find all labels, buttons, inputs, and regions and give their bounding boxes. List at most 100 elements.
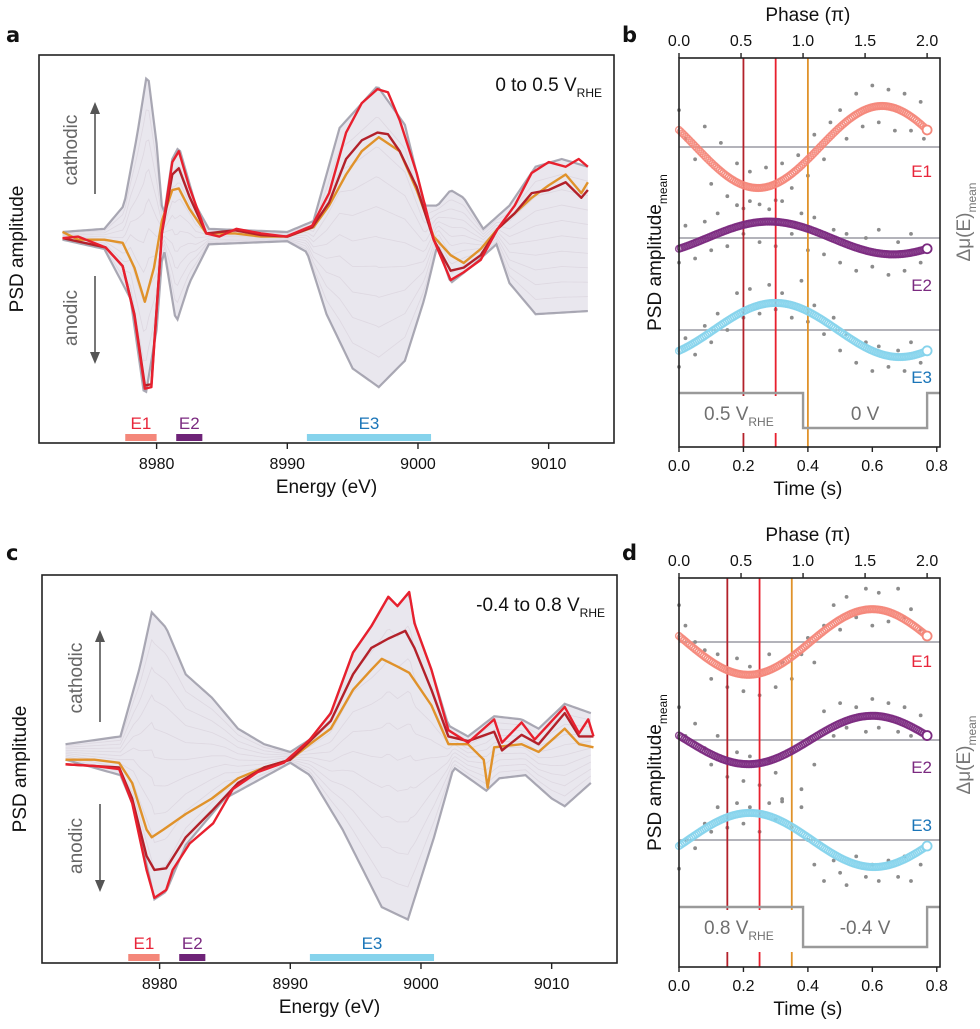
x-axis-label: Time (s)	[773, 999, 842, 1020]
cathodic-label: cathodic	[66, 643, 87, 714]
scatter-point-E3	[725, 328, 730, 332]
scatter-point-E1	[735, 161, 739, 166]
scatter-point-E3	[683, 336, 688, 341]
envelope-curve	[65, 625, 591, 754]
voltage-range-annotation: 0 to 0.5 VRHE	[495, 75, 602, 100]
scatter-point-E1	[896, 586, 901, 591]
series-label-E2: E2	[911, 276, 932, 295]
scatter-point-E1	[909, 607, 913, 612]
scatter-point-E1	[921, 136, 926, 141]
scatter-point-E1	[780, 161, 785, 166]
scatter-point-E2	[693, 256, 698, 261]
scatter-point-E3	[854, 854, 859, 859]
scatter-point-E3	[863, 875, 868, 879]
scatter-point-E2	[831, 734, 836, 738]
scatter-point-E3	[838, 870, 843, 875]
x-axis-label: Energy (eV)	[279, 997, 380, 1018]
scatter-point-E3	[854, 360, 859, 365]
y2-axis-label-subscript: mean	[965, 716, 979, 746]
scatter-point-E3	[799, 805, 804, 810]
scatter-point-E3	[902, 369, 907, 373]
low-potential-label: -0.4 V	[840, 918, 891, 939]
x-tick-label: 8980	[142, 976, 178, 993]
scatter-point-E2	[773, 770, 778, 775]
scatter-point-E1	[693, 157, 698, 162]
scatter-point-E3	[747, 287, 752, 291]
fit-end-marker	[921, 630, 933, 642]
scatter-point-E3	[896, 875, 901, 879]
scatter-point-E2	[735, 203, 739, 208]
envelope-curve	[62, 238, 588, 362]
scatter-point-E2	[854, 268, 859, 273]
scatter-point-E2	[896, 729, 901, 734]
envelope-curve	[65, 752, 592, 792]
y-axis-label-subscript: mean	[656, 174, 670, 204]
scatter-point-E1	[735, 656, 739, 661]
trace-red	[62, 87, 589, 390]
fit-end-marker	[921, 730, 933, 741]
y2-axis-label-main: Δμ(E)	[954, 213, 975, 262]
voltage-range-annotation-main: -0.4 to 0.8 V	[476, 595, 580, 616]
scatter-point-E1	[838, 108, 843, 112]
scatter-point-E2	[863, 729, 868, 734]
y2-axis-label-subscript: mean	[965, 183, 979, 213]
x-tick-label: 0.4	[797, 978, 819, 995]
scatter-point-E3	[812, 862, 817, 867]
scatter-point-E2	[715, 211, 720, 216]
series-label-E2: E2	[911, 758, 932, 777]
x-tick-label: 0.2	[732, 978, 754, 995]
scatter-point-E1	[844, 595, 849, 599]
energy-region-bar-E3	[306, 434, 432, 441]
scatter-point-E1	[702, 124, 707, 129]
scatter-point-E2	[886, 273, 891, 277]
scatter-point-E1	[718, 141, 723, 145]
scatter-point-E1	[902, 91, 907, 96]
scatter-point-E3	[876, 344, 881, 349]
scatter-point-E1	[831, 603, 836, 607]
arrow-down-icon	[90, 352, 100, 364]
scatter-point-E2	[747, 199, 752, 204]
scatter-point-E1	[693, 640, 698, 644]
scatter-point-E1	[789, 186, 794, 190]
series-label-E3: E3	[911, 816, 932, 835]
label-mask	[681, 910, 800, 952]
scatter-point-E3	[757, 311, 762, 316]
phase-tick-label: 2.0	[916, 33, 938, 50]
envelope-curve	[62, 198, 588, 243]
scatter-point-E1	[838, 627, 843, 632]
scatter-point-E1	[764, 165, 768, 170]
scatter-point-E2	[702, 219, 707, 224]
scatter-point-E1	[909, 128, 913, 133]
energy-region-label-E2: E2	[179, 414, 200, 433]
x-tick-label: 0.0	[668, 978, 690, 995]
energy-region-bar-E1	[125, 434, 157, 441]
panel-label-c: c	[6, 541, 18, 565]
phase-tick-label: 0.0	[668, 553, 690, 570]
scatter-point-E2	[831, 227, 836, 232]
scatter-point-E1	[709, 182, 714, 186]
scatter-point-E1	[844, 136, 849, 141]
scatter-point-E2	[870, 697, 875, 701]
scatter-point-E3	[838, 348, 843, 353]
scatter-point-E3	[715, 311, 720, 316]
envelope-curve	[62, 237, 588, 333]
scatter-point-E2	[789, 232, 794, 236]
envelope-fill	[65, 593, 591, 920]
scatter-point-E3	[799, 278, 804, 283]
x-tick-label: 0.0	[668, 458, 690, 475]
x-tick-label: 0.2	[732, 458, 754, 475]
phase-tick-label: 1.5	[854, 553, 876, 570]
fit-curve-E2	[674, 217, 933, 259]
scatter-point-E2	[838, 701, 843, 705]
scatter-point-E2	[844, 725, 849, 730]
scatter-point-E3	[767, 801, 772, 805]
scatter-point-E3	[702, 324, 707, 328]
scatter-point-E2	[863, 236, 868, 240]
scatter-point-E1	[870, 623, 875, 628]
scatter-point-E2	[715, 734, 720, 738]
phase-axis-label: Phase (π)	[765, 5, 850, 26]
panel-a-spectrum-chart: E1 E2 E3 8980 8990 9000 9010 Energy (eV) PSD amp…	[7, 54, 615, 498]
scatter-point-E3	[693, 846, 698, 851]
high-potential-label: 0.8 VRHE	[704, 918, 774, 943]
scatter-point-E1	[822, 157, 826, 162]
